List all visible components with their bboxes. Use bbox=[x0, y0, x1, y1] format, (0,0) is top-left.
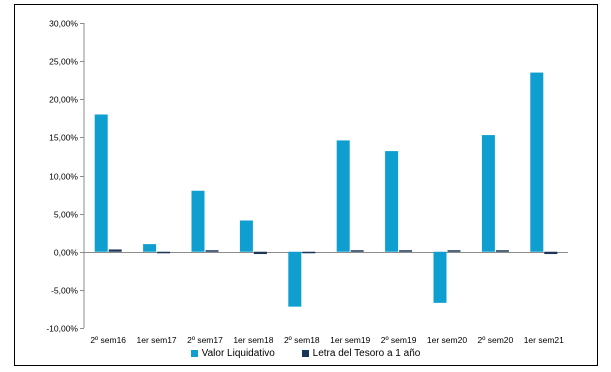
bar-valor-liquidativo-1 bbox=[143, 244, 157, 252]
x-category-label: 2º sem20 bbox=[478, 335, 514, 345]
y-tick-label: 0,00% bbox=[54, 248, 79, 258]
x-category-label: 1er sem21 bbox=[524, 335, 564, 345]
x-category-label: 1er sem17 bbox=[137, 335, 177, 345]
x-category-label: 1er sem20 bbox=[427, 335, 467, 345]
x-category-label: 1er sem19 bbox=[330, 335, 370, 345]
bar-valor-liquidativo-0 bbox=[94, 114, 108, 252]
legend-label-valor-liquidativo: Valor Liquidativo bbox=[201, 348, 275, 359]
x-category-label: 2º sem17 bbox=[187, 335, 223, 345]
bar-valor-liquidativo-2 bbox=[191, 190, 205, 252]
y-tick-label: -10,00% bbox=[46, 324, 78, 334]
bar-letra-del-tesoro-4 bbox=[302, 251, 316, 254]
bar-letra-del-tesoro-1 bbox=[157, 251, 171, 254]
legend: Valor Liquidativo Letra del Tesoro a 1 a… bbox=[0, 348, 611, 360]
bar-letra-del-tesoro-5 bbox=[350, 250, 364, 252]
bar-letra-del-tesoro-0 bbox=[108, 249, 122, 252]
y-tick-label: 10,00% bbox=[49, 172, 78, 182]
chart-frame bbox=[14, 4, 598, 366]
bar-letra-del-tesoro-3 bbox=[253, 251, 267, 255]
y-tick-label: 25,00% bbox=[49, 57, 78, 67]
x-category-label: 2º sem18 bbox=[284, 335, 320, 345]
legend-item-valor-liquidativo: Valor Liquidativo bbox=[190, 348, 275, 359]
bar-letra-del-tesoro-7 bbox=[447, 250, 461, 252]
y-tick-label: 15,00% bbox=[49, 133, 78, 143]
bar-letra-del-tesoro-8 bbox=[495, 250, 509, 252]
legend-item-letra-del-tesoro: Letra del Tesoro a 1 año bbox=[301, 348, 421, 359]
bar-valor-liquidativo-5 bbox=[336, 140, 350, 252]
bar-valor-liquidativo-3 bbox=[239, 220, 253, 252]
bar-valor-liquidativo-6 bbox=[385, 151, 399, 252]
bar-valor-liquidativo-8 bbox=[481, 135, 495, 252]
legend-label-letra-del-tesoro: Letra del Tesoro a 1 año bbox=[312, 348, 421, 359]
legend-swatch-valor-liquidativo bbox=[190, 350, 198, 357]
bar-letra-del-tesoro-2 bbox=[205, 250, 219, 252]
bar-valor-liquidativo-9 bbox=[530, 72, 544, 252]
x-category-label: 1er sem18 bbox=[233, 335, 273, 345]
x-category-label: 2º sem19 bbox=[381, 335, 417, 345]
y-tick-label: -5,00% bbox=[51, 286, 78, 296]
x-category-label: 2º sem16 bbox=[90, 335, 126, 345]
bar-valor-liquidativo-7 bbox=[433, 251, 447, 303]
y-tick-label: 20,00% bbox=[49, 95, 78, 105]
y-tick-label: 30,00% bbox=[49, 19, 78, 29]
bar-letra-del-tesoro-6 bbox=[399, 250, 413, 252]
bar-valor-liquidativo-4 bbox=[288, 251, 302, 307]
legend-swatch-letra-del-tesoro bbox=[301, 350, 309, 357]
bar-letra-del-tesoro-9 bbox=[544, 251, 558, 255]
y-tick-label: 5,00% bbox=[54, 210, 79, 220]
